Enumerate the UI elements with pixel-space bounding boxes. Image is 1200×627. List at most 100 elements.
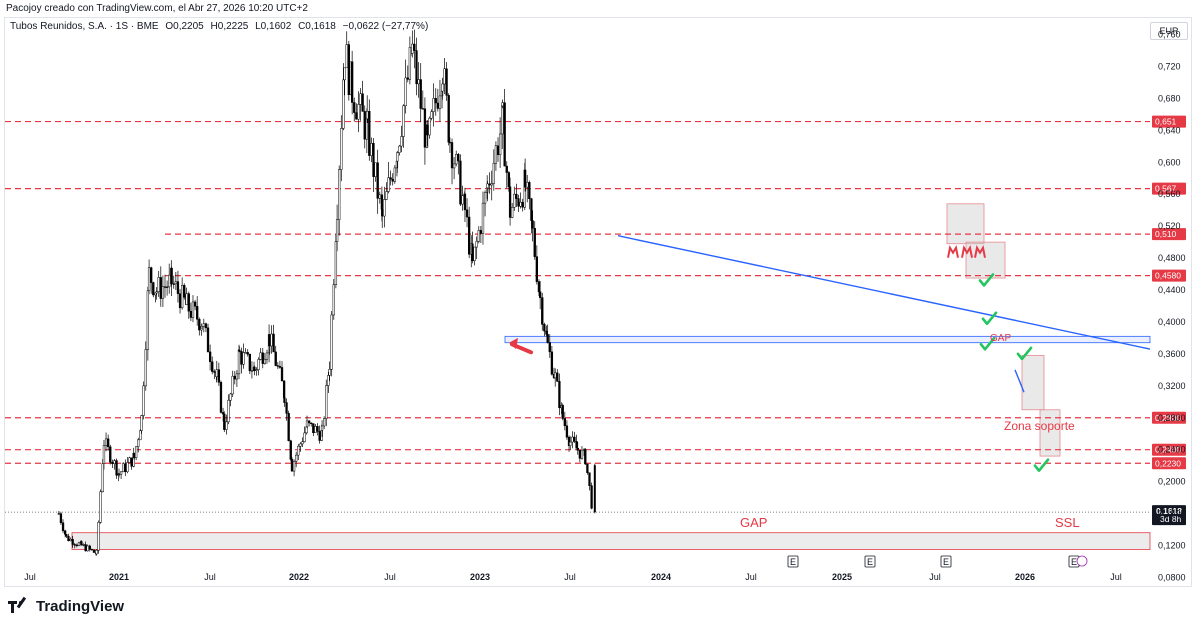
candle-body [299,443,302,447]
candle-body [117,473,121,475]
price-axis[interactable]: 0,760 0,720 0,680 0,640 0,600 0,560 0,520 0,480… [1158,30,1186,583]
candle-body [198,319,201,331]
candle-body [530,198,533,221]
candle-body [276,365,279,367]
candle-body [539,291,542,298]
candle-body [69,538,72,542]
candle-body [109,446,112,463]
candle-body [274,351,277,366]
candle-body [490,183,493,186]
candle-body [338,169,341,220]
candle-body [573,436,576,442]
candle-body [430,111,433,119]
price-level-tag [1152,269,1186,282]
price-level-label: 0,2230 [1155,458,1181,468]
candle-body [213,371,216,373]
candle-body [461,195,464,205]
candle-body [486,183,489,189]
currency-button[interactable]: EUR [1150,22,1188,40]
candle-body [206,327,210,353]
price-level-label: 0,510 [1155,229,1177,239]
candle-body [155,291,158,294]
check-icon [981,311,998,326]
y-tick-label: 0,2400 [1158,445,1186,455]
y-tick-label: 0,560 [1158,189,1181,199]
candle-body [501,105,504,135]
candle-body [385,191,388,200]
candle-body [126,462,129,473]
candle-body [398,145,401,153]
candle-body [61,522,65,532]
candle-body [517,198,520,207]
candle-body [586,463,589,473]
ohlc-low: L0,1602 [255,21,291,32]
candle-body [225,421,228,430]
dividend-marker-icon[interactable] [1076,555,1088,567]
candle-body [408,46,412,80]
candle-body [593,465,596,513]
candle-body [132,452,136,459]
candle-body [492,162,495,184]
price-level-label: 0,4580 [1155,271,1181,281]
candle-body [335,219,339,242]
x-tick-label: Jul [24,572,36,582]
x-tick-label: 2023 [470,572,490,582]
earnings-marker[interactable] [787,555,799,568]
y-tick-label: 0,520 [1158,221,1181,231]
candle-body [287,413,290,441]
tradingview-brand[interactable]: TradingView [8,596,125,615]
candle-body [432,98,435,112]
candle-body [374,162,377,177]
candle-body [363,111,366,140]
earnings-marker[interactable] [940,555,952,568]
descending-trendline [617,235,1151,350]
candle-body [84,544,87,552]
candle-body [548,342,551,353]
candle-body [144,349,147,387]
candle-body [355,112,358,120]
price-level-label: 0,2400 [1155,445,1181,455]
candle-body [310,422,313,424]
candle-body [535,256,538,282]
earnings-marker-label: E [1071,557,1077,567]
candle-body [452,163,456,169]
candle-body [270,333,273,347]
tradingview-wordmark: TradingView [36,598,125,615]
y-tick-label: 0,4000 [1158,317,1186,327]
candle-body [571,436,574,443]
candle-body [124,463,127,473]
candle-body [280,367,284,382]
candle-body [204,323,208,329]
y-tick-label: 0,720 [1158,61,1181,71]
candle-body [146,290,150,350]
earnings-marker[interactable] [864,555,876,568]
candle-body [498,133,502,156]
earnings-marker-label: E [790,557,796,567]
ohlc-high: H0,2225 [211,21,249,32]
candle-body [165,286,169,288]
candle-body [248,353,251,371]
candle-body [111,461,114,464]
symbol-name[interactable]: Tubos Reunidos, S.A. · 1S · BME [10,21,159,32]
candle-body [178,293,182,309]
x-tick-label: 2026 [1015,572,1035,582]
candle-body [383,199,386,217]
candle-body [457,154,460,162]
candle-body [180,285,184,309]
time-axis[interactable]: Jul 2021 Jul 2022 Jul 2023 Jul 2024 Jul 2025 Jul 20… [24,572,1122,582]
candle-body [272,333,275,353]
consolidation-box-3 [1021,355,1045,411]
pattern-mark-icon [947,244,959,258]
candle-body [459,160,462,205]
candle-body [255,369,258,371]
candle-body [128,457,131,463]
candle-body [468,216,471,255]
price-level-tag [1152,411,1186,424]
candle-body [101,463,104,492]
candle-body [200,326,203,329]
candle-body [193,301,197,307]
candle-body [325,385,328,419]
candle-body [370,143,373,156]
candle-body [289,440,292,460]
